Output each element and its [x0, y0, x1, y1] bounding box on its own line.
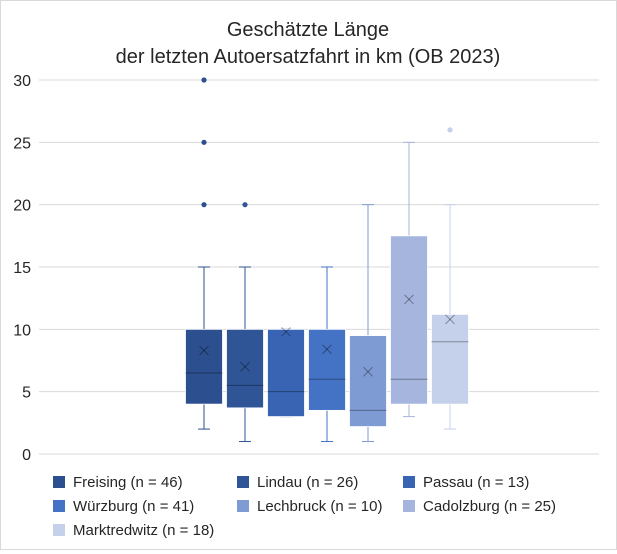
legend-label: Würzburg (n = 41) [73, 498, 194, 515]
legend-swatch [237, 500, 249, 512]
legend-swatch [237, 476, 249, 488]
legend-swatch [403, 476, 415, 488]
legend-item: Freising (n = 46) [53, 474, 183, 491]
mean-marker [322, 344, 332, 355]
legend-item: Lindau (n = 26) [237, 474, 358, 491]
legend-item: Würzburg (n = 41) [53, 498, 194, 515]
legend: Freising (n = 46) Lindau (n = 26) Passau (… [53, 474, 556, 539]
box-group [185, 77, 223, 430]
outlier-point [201, 202, 207, 208]
box [185, 328, 223, 405]
mean-marker [363, 366, 373, 377]
box [226, 328, 264, 409]
boxes [185, 77, 469, 443]
y-tick-label: 30 [13, 73, 31, 90]
box-group [390, 141, 428, 418]
mean-marker [281, 326, 291, 337]
mean-marker [445, 314, 455, 325]
box-group [226, 202, 264, 443]
legend-swatch [403, 500, 415, 512]
y-tick-label: 0 [22, 447, 31, 464]
legend-label: Freising (n = 46) [73, 474, 183, 491]
mean-marker [404, 294, 414, 305]
legend-swatch [53, 500, 65, 512]
legend-label: Passau (n = 13) [423, 474, 529, 491]
mean-marker [240, 361, 250, 372]
mean-marker [322, 344, 332, 355]
legend-swatch [53, 476, 65, 488]
chart-title-line-2: der letzten Autoersatzfahrt in km (OB 20… [116, 46, 501, 68]
mean-marker [404, 294, 414, 305]
outlier-point [242, 202, 248, 208]
legend-label: Marktredwitz (n = 18) [73, 522, 214, 539]
legend-item: Marktredwitz (n = 18) [53, 522, 214, 539]
y-tick-label: 15 [13, 260, 31, 277]
box-group [349, 204, 387, 443]
outlier-point [447, 127, 453, 133]
mean-marker [199, 345, 209, 356]
legend-item: Lechbruck (n = 10) [237, 498, 383, 515]
legend-label: Lindau (n = 26) [257, 474, 358, 491]
box [390, 235, 428, 405]
box [349, 335, 387, 427]
y-axis: 0 5 10 15 20 25 30 [13, 73, 31, 464]
legend-item: Cadolzburg (n = 25) [403, 498, 556, 515]
box-group [308, 266, 346, 443]
mean-marker [199, 345, 209, 356]
legend-label: Cadolzburg (n = 25) [423, 498, 556, 515]
legend-item: Passau (n = 13) [403, 474, 529, 491]
box-group [267, 326, 305, 418]
mean-marker [281, 326, 291, 337]
chart-title-line-1: Geschätzte Länge [227, 19, 389, 41]
y-tick-label: 5 [22, 385, 31, 402]
mean-marker [363, 366, 373, 377]
outlier-point [201, 139, 207, 145]
y-tick-label: 25 [13, 135, 31, 152]
y-tick-label: 20 [13, 198, 31, 215]
legend-label: Lechbruck (n = 10) [257, 498, 383, 515]
box [267, 328, 305, 418]
mean-marker [445, 314, 455, 325]
box [308, 328, 346, 411]
box-group [431, 127, 469, 430]
box [431, 313, 469, 405]
legend-swatch [53, 524, 65, 536]
y-tick-label: 10 [13, 322, 31, 339]
outlier-point [201, 77, 207, 83]
mean-marker [240, 361, 250, 372]
